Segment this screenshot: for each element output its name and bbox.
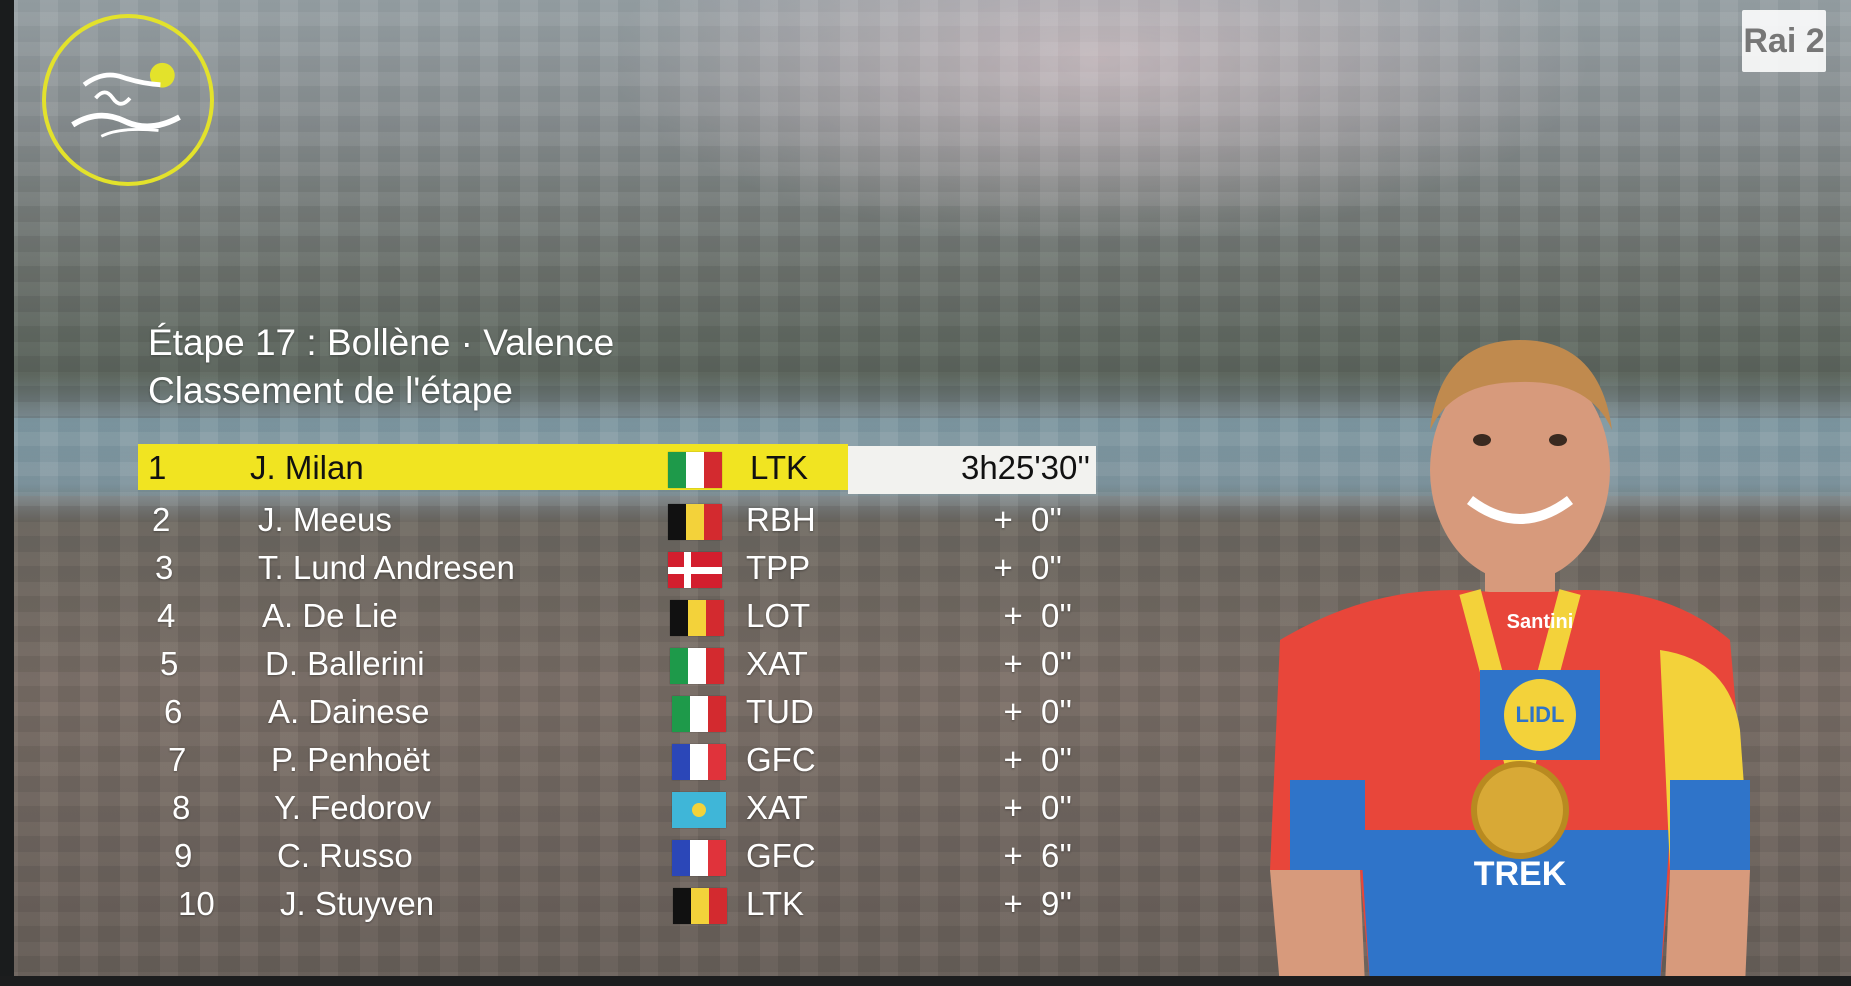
channel-tag: Rai 2 bbox=[1742, 10, 1826, 72]
belgium-flag bbox=[670, 600, 724, 636]
team-code: GFC bbox=[746, 837, 816, 874]
rank: 9 bbox=[174, 837, 193, 874]
time-gap: + 0'' bbox=[1003, 789, 1072, 826]
stage-winner-photo: LIDL Santini TREK bbox=[1270, 340, 1750, 986]
rider-name: A. De Lie bbox=[262, 597, 398, 634]
rank: 7 bbox=[168, 741, 187, 778]
time-gap: + 6'' bbox=[1003, 837, 1072, 874]
standings-row: 7 P. Penhoët GFC + 0'' bbox=[0, 736, 1120, 784]
rider-name: D. Ballerini bbox=[265, 645, 425, 682]
rank: 4 bbox=[157, 597, 176, 634]
standings-row: 1 J. Milan LTK 3h25'30'' bbox=[0, 444, 1120, 492]
rider-name: Y. Fedorov bbox=[274, 789, 432, 826]
rank: 8 bbox=[172, 789, 191, 826]
team-code: RBH bbox=[746, 501, 816, 538]
standings-row: 5 D. Ballerini XAT + 0'' bbox=[0, 640, 1120, 688]
svg-text:LIDL: LIDL bbox=[1516, 702, 1565, 727]
italy-flag bbox=[672, 696, 726, 732]
time-gap: + 0'' bbox=[1003, 693, 1072, 730]
leader-time-highlight bbox=[848, 446, 1096, 494]
svg-text:Santini: Santini bbox=[1507, 611, 1574, 633]
time-gap: + 0'' bbox=[1003, 645, 1072, 682]
standings-row: 2 J. Meeus RBH + 0'' bbox=[0, 496, 1120, 544]
standings-row: 4 A. De Lie LOT + 0'' bbox=[0, 592, 1120, 640]
belgium-flag bbox=[668, 504, 722, 540]
time-gap: + 0'' bbox=[993, 501, 1062, 538]
standings-row: 3 T. Lund Andresen TPP + 0'' bbox=[0, 544, 1120, 592]
rank: 5 bbox=[160, 645, 179, 682]
standings-row: 6 A. Dainese TUD + 0'' bbox=[0, 688, 1120, 736]
rank: 3 bbox=[155, 549, 174, 586]
time-gap: + 0'' bbox=[1003, 741, 1072, 778]
rider-name: J. Milan bbox=[250, 449, 364, 486]
team-code: TPP bbox=[746, 549, 811, 586]
rank: 6 bbox=[164, 693, 183, 730]
time-gap: + 0'' bbox=[993, 549, 1062, 586]
team-code: LOT bbox=[746, 597, 811, 634]
tv-bezel bbox=[0, 0, 14, 986]
leader-highlight bbox=[138, 444, 848, 490]
kazakhstan-flag bbox=[672, 792, 726, 828]
france-flag bbox=[672, 840, 726, 876]
rider-name: J. Meeus bbox=[258, 501, 392, 538]
team-code: XAT bbox=[746, 645, 808, 682]
screen-bottom-edge bbox=[0, 976, 1851, 986]
italy-flag bbox=[668, 452, 722, 488]
team-code: LTK bbox=[746, 885, 805, 922]
svg-text:TREK: TREK bbox=[1474, 855, 1567, 893]
rank: 1 bbox=[148, 449, 167, 486]
standings-row: 10 J. Stuyven LTK + 9'' bbox=[0, 880, 1120, 928]
stage-subtitle: Classement de l'étape bbox=[148, 370, 513, 411]
rank: 2 bbox=[152, 501, 171, 538]
italy-flag bbox=[670, 648, 724, 684]
standings-row: 8 Y. Fedorov XAT + 0'' bbox=[0, 784, 1120, 832]
rider-name: C. Russo bbox=[277, 837, 413, 874]
time-gap: + 9'' bbox=[1003, 885, 1072, 922]
rider-name: T. Lund Andresen bbox=[258, 549, 515, 586]
time-gap: + 0'' bbox=[1003, 597, 1072, 634]
rider-name: A. Dainese bbox=[268, 693, 430, 730]
rank: 10 bbox=[178, 885, 215, 922]
france-flag bbox=[672, 744, 726, 780]
team-code: TUD bbox=[746, 693, 814, 730]
denmark-flag bbox=[668, 552, 722, 588]
rider-name: J. Stuyven bbox=[280, 885, 435, 922]
rider-name: P. Penhoët bbox=[271, 741, 431, 778]
stage-title: Étape 17 : Bollène · Valence bbox=[148, 322, 615, 363]
standings-row: 9 C. Russo GFC + 6'' bbox=[0, 832, 1120, 880]
winner-time: 3h25'30'' bbox=[960, 449, 1090, 486]
team-code: GFC bbox=[746, 741, 816, 778]
team-code: XAT bbox=[746, 789, 808, 826]
tour-de-france-logo bbox=[42, 14, 214, 186]
belgium-flag bbox=[673, 888, 727, 924]
team-code: LTK bbox=[750, 449, 809, 486]
tour-de-france-logo-mark bbox=[71, 62, 181, 138]
